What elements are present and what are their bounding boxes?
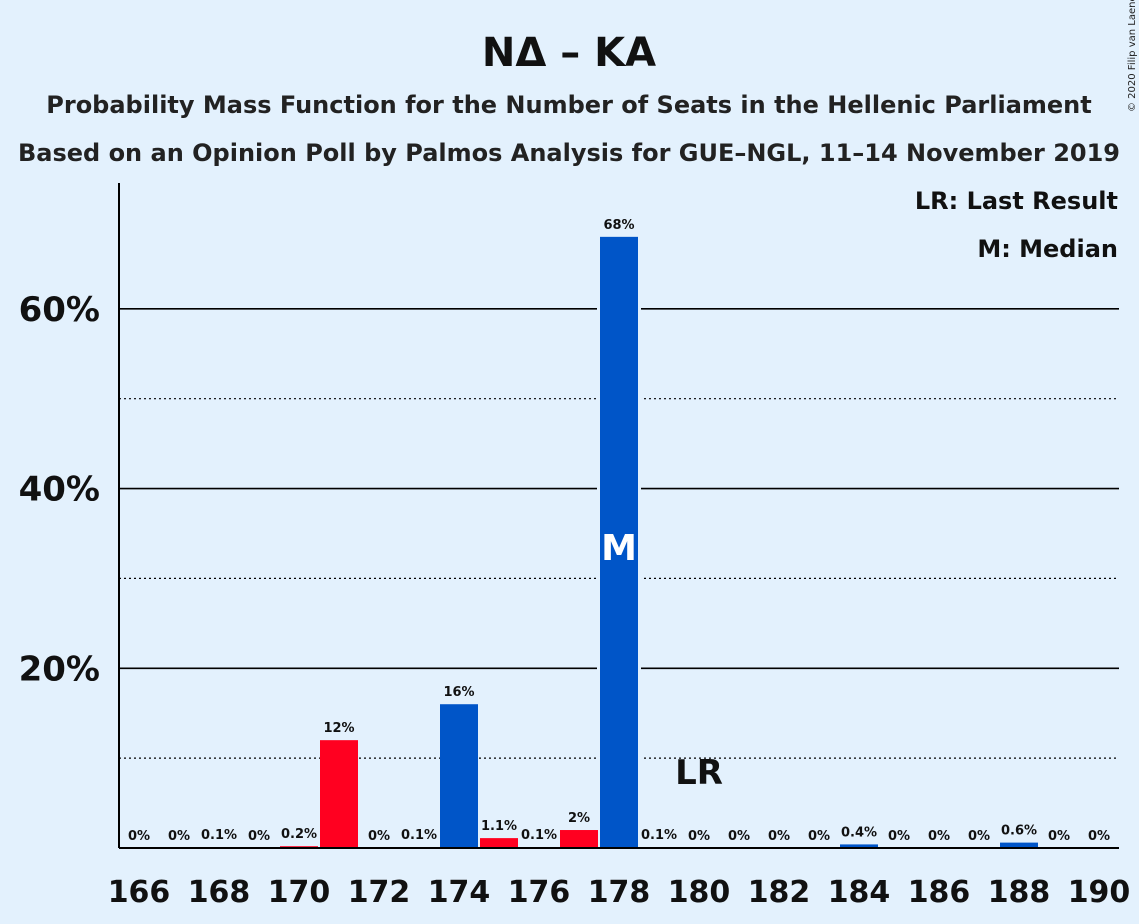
x-tick-label: 168 <box>188 875 251 910</box>
bar <box>320 740 358 848</box>
data-label: 0% <box>808 829 830 844</box>
data-label: 0% <box>128 829 150 844</box>
bar <box>560 830 598 848</box>
data-label: 0.1% <box>641 828 677 843</box>
chart-subtitle: Probability Mass Function for the Number… <box>46 91 1091 119</box>
chart-subtitle-source: Based on an Opinion Poll by Palmos Analy… <box>18 139 1120 167</box>
x-tick-label: 186 <box>908 875 971 910</box>
data-label: 0.2% <box>281 827 317 842</box>
data-label: 0% <box>768 829 790 844</box>
data-label: 12% <box>323 721 354 736</box>
data-label: 0% <box>928 829 950 844</box>
y-tick-label: 60% <box>19 290 100 330</box>
x-tick-label: 180 <box>668 875 731 910</box>
x-tick-label: 178 <box>588 875 651 910</box>
median-bar <box>600 236 638 848</box>
data-label: 0.1% <box>401 828 437 843</box>
x-tick-label: 188 <box>988 875 1051 910</box>
last-result-marker: LR <box>675 753 723 793</box>
x-tick-label: 190 <box>1068 875 1131 910</box>
x-tick-label: 166 <box>108 875 171 910</box>
bar <box>840 844 878 848</box>
bar <box>480 838 518 848</box>
data-label: 0% <box>1048 829 1070 844</box>
data-label: 0.6% <box>1001 824 1037 839</box>
x-tick-label: 174 <box>428 875 491 910</box>
copyright-text: © 2020 Filip van Laenen <box>1127 0 1138 112</box>
data-label: 0% <box>168 829 190 844</box>
y-tick-label: 40% <box>19 470 100 510</box>
data-label: 0% <box>968 829 990 844</box>
x-tick-label: 176 <box>508 875 571 910</box>
data-label: 16% <box>443 685 474 700</box>
median-marker: M <box>601 528 637 569</box>
data-label: 0% <box>248 829 270 844</box>
x-tick-label: 184 <box>828 875 891 910</box>
data-label: 0.4% <box>841 825 877 840</box>
data-labels: 0% 0% 0.1% 0% 0.2% 12% 0% 0.1% 16% 1.1% 0.1% 2% 68% 0… <box>128 218 1110 844</box>
data-label: 1.1% <box>481 819 517 834</box>
y-tick-label: 20% <box>19 649 100 689</box>
legend-last-result: LR: Last Result <box>915 187 1118 215</box>
data-label: 0% <box>888 829 910 844</box>
data-label: 0% <box>368 829 390 844</box>
data-label: 0% <box>728 829 750 844</box>
data-label: 2% <box>568 811 590 826</box>
x-tick-label: 172 <box>348 875 411 910</box>
legend-median: M: Median <box>977 235 1118 263</box>
data-label: 0.1% <box>521 828 557 843</box>
y-axis-ticks: 20% 40% 60% <box>19 290 100 689</box>
x-axis-ticks: 166 168 170 172 174 176 178 180 182 184 186 188 190 <box>108 875 1131 910</box>
data-label: 0% <box>1088 829 1110 844</box>
x-tick-label: 170 <box>268 875 331 910</box>
data-label: 68% <box>603 218 634 233</box>
data-label: 0% <box>688 829 710 844</box>
bar <box>1000 842 1038 848</box>
x-tick-label: 182 <box>748 875 811 910</box>
bar <box>440 704 478 848</box>
chart-title: ΝΔ – ΚΑ <box>482 30 656 76</box>
data-label: 0.1% <box>201 828 237 843</box>
